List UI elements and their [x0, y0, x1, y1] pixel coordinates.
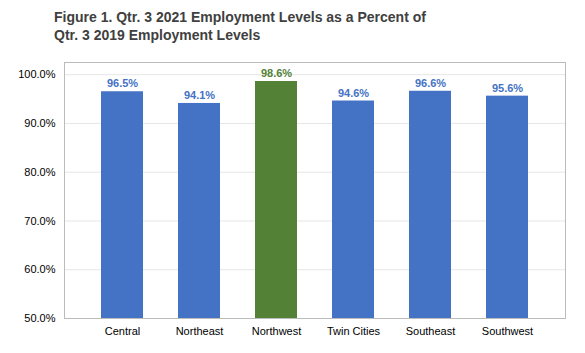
svg-text:96.5%: 96.5% [107, 78, 138, 90]
svg-text:Southwest: Southwest [482, 326, 533, 338]
svg-text:Northeast: Northeast [176, 326, 224, 338]
svg-text:98.6%: 98.6% [261, 67, 292, 79]
svg-text:60.0%: 60.0% [24, 264, 55, 276]
svg-text:80.0%: 80.0% [24, 166, 55, 178]
svg-text:94.6%: 94.6% [338, 87, 369, 99]
svg-text:50.0%: 50.0% [24, 312, 55, 324]
svg-text:95.6%: 95.6% [492, 82, 523, 94]
svg-text:Northwest: Northwest [252, 326, 302, 338]
svg-text:96.6%: 96.6% [415, 77, 446, 89]
svg-text:90.0%: 90.0% [24, 117, 55, 129]
svg-text:100.0%: 100.0% [18, 69, 56, 81]
svg-text:Twin Cities: Twin Cities [327, 326, 381, 338]
svg-text:Southeast: Southeast [406, 326, 456, 338]
svg-text:Central: Central [105, 326, 140, 338]
html-text:Figure 1. Qtr. 3 2021 Employme: Figure 1. Qtr. 3 2021 Employment Levels … [54, 9, 426, 44]
svg-text:94.1%: 94.1% [184, 89, 215, 101]
svg-text:70.0%: 70.0% [24, 215, 55, 227]
